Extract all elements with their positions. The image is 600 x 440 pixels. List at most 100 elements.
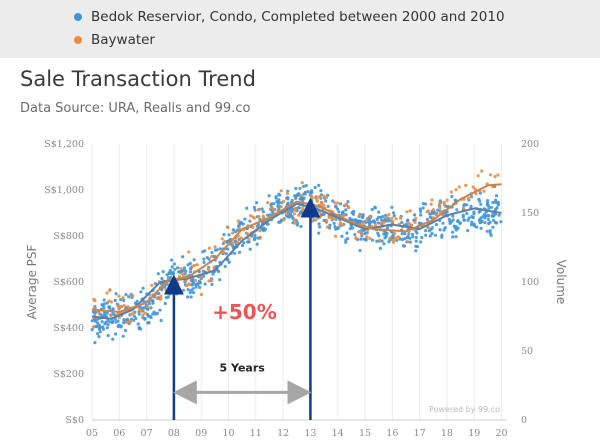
- scatter-point: [485, 229, 489, 233]
- scatter-point: [384, 234, 388, 238]
- scatter-point: [442, 200, 446, 204]
- scatter-point: [368, 215, 372, 219]
- scatter-point: [266, 213, 270, 217]
- scatter-point: [385, 226, 390, 230]
- scatter-point: [276, 202, 280, 206]
- annotations: +50% 5 Years: [163, 197, 321, 420]
- scatter-point: [344, 240, 348, 244]
- scatter-point: [493, 212, 498, 216]
- scatter-point: [116, 319, 120, 323]
- scatter-point: [98, 330, 102, 334]
- scatter-point: [426, 226, 430, 230]
- scatter-point: [143, 311, 147, 315]
- scatter-point: [93, 299, 97, 303]
- scatter-point: [442, 228, 446, 232]
- scatter-point: [207, 279, 211, 283]
- scatter-point: [248, 247, 252, 251]
- scatter-point: [408, 209, 412, 213]
- scatter-point: [338, 202, 343, 206]
- scatter-point: [304, 209, 308, 213]
- scatter-point: [164, 296, 168, 300]
- scatter-point: [431, 208, 435, 212]
- scatter-point: [157, 291, 161, 296]
- scatter-point: [345, 231, 349, 235]
- scatter-point: [192, 258, 196, 262]
- scatter-point: [262, 229, 266, 233]
- scatter-point: [117, 316, 121, 320]
- scatter-point: [365, 219, 369, 223]
- scatter-point: [111, 307, 115, 311]
- scatter-point: [277, 192, 281, 196]
- x-tick-label: 16: [386, 428, 398, 439]
- scatter-point: [382, 220, 386, 224]
- scatter-point: [478, 221, 482, 225]
- scatter-point: [193, 278, 198, 283]
- scatter-point: [455, 208, 459, 212]
- scatter-point: [226, 258, 230, 262]
- scatter-point: [495, 206, 499, 210]
- scatter-point: [142, 306, 146, 310]
- scatter-point: [293, 207, 298, 211]
- scatter-point: [314, 218, 318, 222]
- annotation-increase-label: +50%: [212, 300, 277, 324]
- scatter-point: [354, 237, 358, 241]
- scatter-point: [359, 237, 363, 241]
- scatter-point: [211, 272, 215, 276]
- legend-item-baywater[interactable]: Baywater: [74, 32, 155, 48]
- scatter-point: [132, 314, 136, 318]
- scatter-point: [290, 214, 294, 218]
- scatter-point: [117, 323, 121, 327]
- scatter-point: [414, 216, 418, 220]
- scatter-point: [276, 204, 280, 208]
- scatter-point: [125, 320, 129, 325]
- scatter-point: [328, 223, 332, 227]
- scatter-point: [199, 292, 204, 297]
- scatter-point: [224, 252, 228, 256]
- scatter-point: [476, 174, 480, 178]
- scatter-point: [139, 290, 143, 294]
- y-right-tick-label: 50: [521, 346, 533, 357]
- legend-item-bedok[interactable]: Bedok Reservior, Condo, Completed betwee…: [74, 9, 505, 25]
- scatter-point: [235, 240, 240, 244]
- scatter-point: [164, 288, 168, 292]
- scatter-point: [172, 262, 176, 266]
- scatter-point: [266, 201, 270, 205]
- scatter-point: [451, 230, 455, 234]
- scatter-point: [252, 238, 256, 242]
- scatter-point: [225, 240, 229, 244]
- scatter-point: [180, 272, 184, 276]
- scatter-point: [379, 221, 383, 225]
- scatter-point: [420, 235, 424, 240]
- scatter-point: [255, 201, 259, 205]
- scatter-point: [413, 213, 417, 217]
- scatter-point: [395, 238, 399, 242]
- scatter-point: [438, 228, 442, 232]
- scatter-point: [203, 282, 207, 286]
- scatter-point: [382, 232, 386, 236]
- scatter-point: [255, 242, 259, 246]
- scatter-point: [105, 326, 109, 330]
- scatter-point: [185, 283, 189, 288]
- scatter-point: [317, 195, 322, 199]
- scatter-point: [479, 226, 483, 230]
- scatter-point: [286, 215, 290, 219]
- scatter-point: [291, 221, 295, 225]
- scatter-point: [114, 292, 118, 296]
- scatter-point: [391, 219, 395, 224]
- scatter-point: [272, 202, 276, 206]
- trend-line: [91, 183, 502, 313]
- scatter-point: [261, 210, 265, 214]
- scatter-point: [352, 209, 356, 213]
- scatter-point: [483, 221, 487, 225]
- scatter-point: [335, 201, 339, 205]
- scatter-point: [195, 263, 199, 267]
- scatter-point: [493, 220, 497, 224]
- scatter-point: [408, 240, 412, 244]
- scatter-point: [159, 297, 163, 301]
- scatter-point: [109, 314, 113, 318]
- scatter-point: [361, 214, 365, 219]
- x-tick-label: 12: [277, 428, 289, 439]
- scatter-point: [372, 219, 376, 223]
- y-right-tick-label: 100: [521, 277, 539, 288]
- scatter-point: [282, 218, 286, 222]
